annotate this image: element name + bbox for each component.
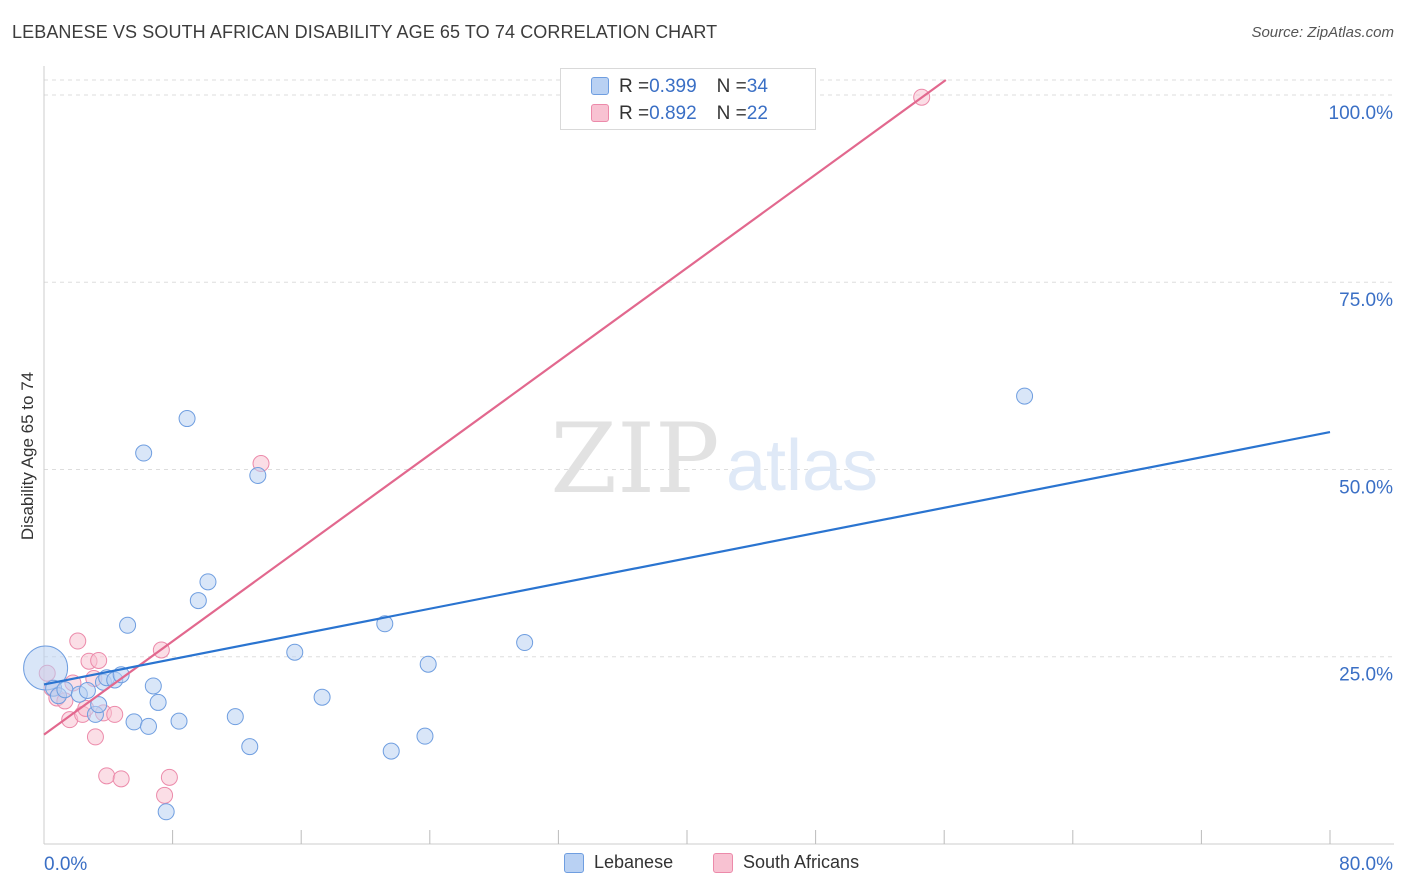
lebanese-point (125, 713, 143, 731)
south-africans-swatch (591, 104, 609, 122)
lebanese-point (241, 738, 259, 756)
lebanese-point (90, 696, 108, 714)
south-africans-trend-line (43, 79, 947, 736)
lebanese-swatch (591, 77, 609, 95)
legend-label-lebanese: Lebanese (594, 852, 674, 872)
r-label: R = (619, 76, 650, 97)
lebanese-point (226, 708, 244, 726)
chart-title: LEBANESE VS SOUTH AFRICAN DISABILITY AGE… (12, 22, 718, 42)
lebanese-point (376, 615, 394, 633)
lebanese-point (56, 681, 74, 699)
y-tick-label: 50.0% (1339, 477, 1393, 498)
grid-layer (44, 79, 1394, 658)
source-credit: Source: ZipAtlas.com (1251, 24, 1394, 41)
trend-layer (43, 79, 1331, 736)
lebanese-point (78, 681, 96, 699)
lebanese-point (416, 727, 434, 745)
lebanese-point (419, 655, 437, 673)
lebanese-point (157, 803, 175, 821)
y-tick-label: 100.0% (1329, 103, 1394, 124)
r-value-lebanese: 0.399 (649, 76, 697, 97)
lebanese-point (313, 688, 331, 706)
r-label: R = (619, 103, 650, 124)
stats-row-lebanese: R = 0.399 N = 34 (591, 75, 768, 99)
n-value-south-africans: 22 (746, 103, 768, 124)
watermark-atlas: atlas (726, 426, 878, 506)
south-africans-point (86, 728, 104, 746)
lebanese-point (178, 410, 196, 428)
lebanese-point (516, 634, 534, 652)
lebanese-point (149, 693, 167, 711)
r-value-south-africans: 0.892 (649, 103, 697, 124)
n-label: N = (716, 76, 747, 97)
n-value-lebanese: 34 (746, 76, 768, 97)
legend-label-south-africans: South Africans (743, 852, 860, 872)
lebanese-point (170, 712, 188, 730)
south-africans-point (69, 632, 87, 650)
lebanese-point (286, 643, 304, 661)
x-tick-label: 80.0% (1339, 854, 1393, 875)
lebanese-point (189, 592, 207, 610)
south-africans-point (106, 705, 124, 723)
lebanese-point (144, 677, 162, 695)
south-africans-point (160, 768, 178, 786)
south-africans-legend-swatch (713, 852, 733, 873)
axis-layer (43, 66, 1394, 845)
lebanese-point (119, 616, 137, 634)
stats-row-south-africans: R = 0.892 N = 22 (591, 102, 768, 126)
south-africans-point (98, 767, 116, 785)
south-africans-point (112, 770, 130, 788)
legend-item-south-africans[interactable]: South Africans (713, 852, 859, 873)
lebanese-trend-line (43, 430, 1331, 686)
x-tick-label: 0.0% (44, 854, 87, 875)
lebanese-points (23, 387, 1034, 821)
south-africans-point (90, 651, 108, 669)
lebanese-point (135, 444, 153, 462)
stats-legend: R = 0.399 N = 34 R = 0.892 N = 22 (560, 68, 816, 130)
lebanese-legend-swatch (564, 852, 584, 873)
y-tick-label: 75.0% (1339, 290, 1393, 311)
tick-labels: 25.0% 50.0% 75.0% 100.0% 0.0% 80.0% (44, 103, 1393, 875)
y-tick-label: 25.0% (1339, 665, 1393, 686)
lebanese-point (249, 466, 267, 484)
south-africans-point (156, 786, 174, 804)
lebanese-point (382, 742, 400, 760)
lebanese-point (199, 573, 217, 591)
n-label: N = (716, 103, 747, 124)
watermark-zip: ZIP (550, 403, 719, 515)
lebanese-point (1016, 387, 1034, 405)
legend-item-lebanese[interactable]: Lebanese (564, 852, 673, 873)
lebanese-point (139, 717, 157, 735)
